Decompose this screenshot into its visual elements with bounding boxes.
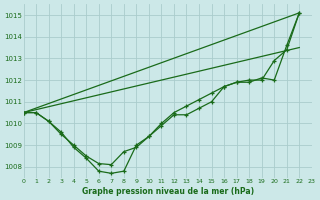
X-axis label: Graphe pression niveau de la mer (hPa): Graphe pression niveau de la mer (hPa) (82, 187, 254, 196)
